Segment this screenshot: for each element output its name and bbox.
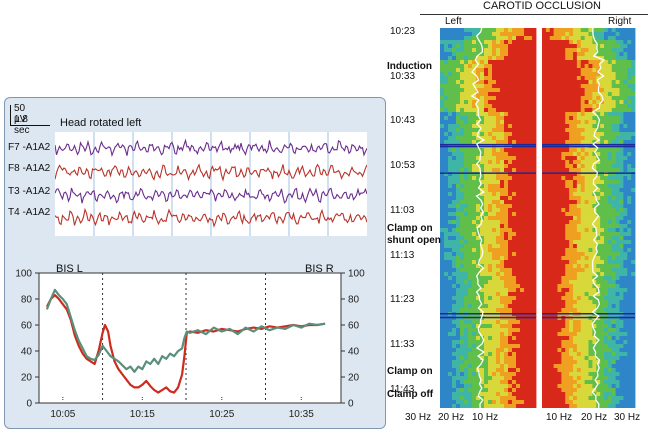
- bis-series-line: [45, 294, 326, 394]
- spectrogram: [440, 28, 636, 408]
- bis-right-label: BIS R: [305, 263, 334, 275]
- eeg-channel-label: T3 -A1A2: [8, 186, 51, 197]
- eeg-trace: [55, 207, 367, 228]
- time-label: 11:33: [390, 338, 415, 350]
- eeg-channel-label: F7 -A1A2: [8, 142, 51, 153]
- time-label: 11:43: [390, 383, 415, 395]
- artifact-band: [542, 145, 635, 148]
- y-tick-label-right: 0: [348, 399, 354, 410]
- time-label: 10:23: [390, 26, 416, 37]
- y-tick-label-left: 40: [21, 347, 33, 358]
- x-tick-label: 10:25: [209, 409, 234, 420]
- scale-time: 1.8 sec: [14, 114, 30, 136]
- eeg-channel-label: F8 -A1A2: [8, 163, 51, 174]
- frequency-tick-label: 30 Hz: [614, 412, 641, 423]
- event-label: Clamp on shunt open: [387, 223, 441, 246]
- time-label: 11:13: [390, 249, 415, 261]
- eeg-trace: [55, 163, 367, 182]
- spectrogram-title: CAROTID OCCLUSION: [483, 0, 601, 12]
- eeg-trace: [55, 187, 367, 204]
- panel-label-right: Right: [608, 16, 632, 27]
- bis-series-line: [45, 288, 326, 373]
- panel-label-left: Left: [445, 16, 462, 27]
- x-tick-label: 10:35: [289, 409, 314, 420]
- x-tick-label: 10:05: [50, 409, 75, 420]
- eeg-title: Head rotated left: [60, 117, 142, 129]
- artifact-band: [542, 143, 635, 146]
- scale-amplitude: 50 µV: [14, 103, 27, 125]
- bis-plot-area: [38, 272, 342, 404]
- y-tick-label-left: 0: [26, 399, 32, 410]
- time-label: 10:43: [390, 115, 416, 127]
- time-label: 11:03: [390, 204, 415, 216]
- y-tick-label-right: 60: [348, 321, 360, 332]
- event-label: Induction: [387, 61, 432, 72]
- frequency-tick-label: 10 Hz: [546, 412, 573, 423]
- time-label: 10:53: [390, 160, 416, 172]
- eeg-channel-label: T4 -A1A2: [8, 207, 51, 218]
- spectral-edge-line: [591, 28, 606, 408]
- artifact-band: [440, 145, 536, 148]
- artifact-band: [440, 172, 536, 174]
- y-tick-label-left: 80: [21, 295, 33, 306]
- artifact-band: [542, 316, 635, 319]
- event-label: Clamp on: [387, 366, 433, 377]
- title-underline: [420, 14, 648, 15]
- eeg-traces: [55, 132, 367, 236]
- eeg-trace: [55, 138, 367, 158]
- scale-horizontal-bar: [10, 125, 50, 126]
- spectrogram-left-panel: [440, 28, 537, 408]
- spectrogram-right-panel: [542, 28, 636, 408]
- frequency-tick-label: 10 Hz: [472, 412, 499, 423]
- frequency-tick-label: 30 Hz: [405, 412, 432, 423]
- y-tick-label-left: 20: [21, 373, 33, 384]
- y-tick-label-right: 20: [348, 373, 360, 384]
- bis-chart: 0 0 20 20 40 40 60 60 80 80 100 100 10:05 10:15 10:25 1…: [15, 269, 365, 421]
- x-tick-label: 10:15: [130, 409, 155, 420]
- frequency-tick-label: 20 Hz: [438, 412, 465, 423]
- y-tick-label-right: 80: [348, 295, 360, 306]
- time-label: 11:23: [390, 294, 415, 306]
- artifact-band: [440, 313, 536, 315]
- event-label: Clamp off: [387, 389, 434, 400]
- scale-vertical-bar: [10, 105, 11, 125]
- time-label: 10:33: [390, 70, 416, 82]
- y-tick-label-right: 100: [348, 269, 365, 280]
- artifact-band: [542, 313, 635, 315]
- artifact-band: [440, 316, 536, 319]
- y-tick-label-right: 40: [348, 347, 360, 358]
- y-tick-label-left: 60: [21, 321, 33, 332]
- artifact-band: [542, 172, 635, 174]
- spectral-edge-line: [470, 28, 486, 408]
- y-tick-label-left: 100: [15, 269, 32, 280]
- bis-left-label: BIS L: [56, 263, 83, 275]
- frequency-tick-label: 20 Hz: [581, 412, 608, 423]
- artifact-band: [440, 143, 536, 146]
